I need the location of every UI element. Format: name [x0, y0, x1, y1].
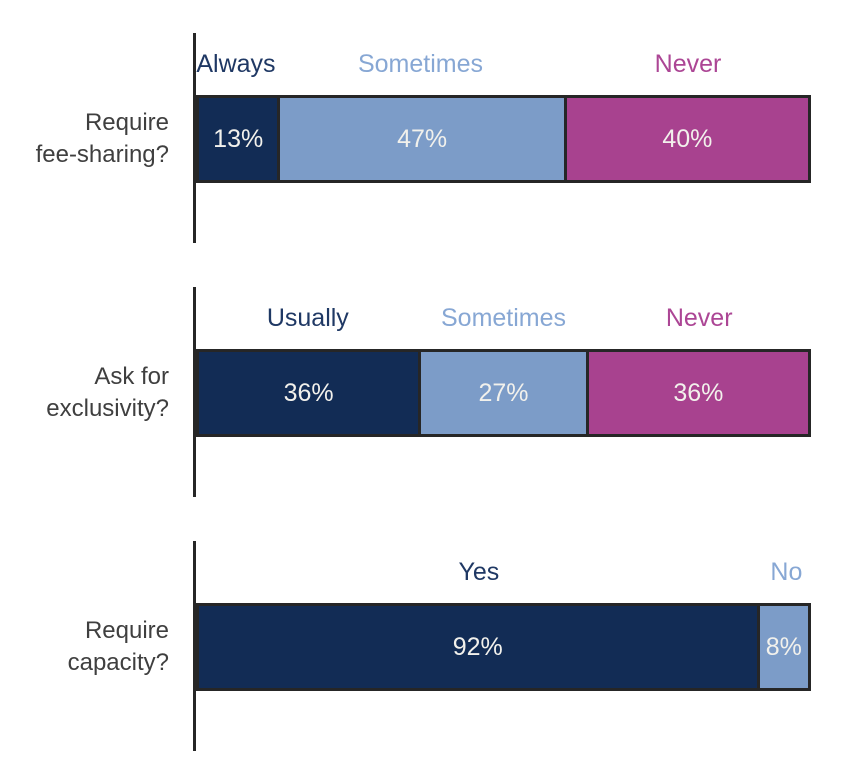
- row-title: Require capacity?: [0, 603, 169, 691]
- bar-segment-yes: 92%: [199, 606, 757, 688]
- bar-segment-always: 13%: [199, 98, 278, 180]
- category-label-cell: Yes: [196, 558, 762, 587]
- category-label-usually: Usually: [266, 303, 349, 332]
- row-title-line: Require: [84, 109, 169, 136]
- row-title-line: Ask for: [94, 363, 169, 390]
- row-title: Ask for exclusivity?: [0, 349, 169, 437]
- row-title-line: Require: [84, 617, 169, 644]
- segment-value-label: 92%: [452, 632, 503, 661]
- stacked-bar: 36% 27% 36%: [196, 349, 811, 437]
- category-label-always: Always: [196, 49, 276, 78]
- bar-segment-no: 8%: [756, 606, 808, 688]
- row-title: Require fee-sharing?: [0, 95, 169, 183]
- axis-tail-spacer: [196, 691, 811, 751]
- plot-area: Usually Sometimes Never 36% 27% 36%: [193, 287, 811, 497]
- category-label-row: Usually Sometimes Never: [196, 287, 811, 349]
- bar-segment-never: 40%: [563, 98, 808, 180]
- row-title-line: exclusivity?: [46, 395, 169, 422]
- bar-segment-never: 36%: [585, 352, 808, 434]
- row-title-line: fee-sharing?: [35, 141, 169, 168]
- chart-fee-sharing: Require fee-sharing? Always Sometimes Never 1…: [0, 33, 844, 243]
- bar-segment-usually: 36%: [199, 352, 419, 434]
- segment-value-label: 40%: [662, 124, 713, 153]
- category-label-cell: Sometimes: [420, 304, 588, 333]
- row-title-column: Require fee-sharing?: [0, 33, 193, 243]
- category-label-cell: Sometimes: [276, 50, 565, 79]
- segment-value-label: 13%: [213, 124, 264, 153]
- bar-segment-sometimes: 27%: [418, 352, 586, 434]
- y-axis-line: [193, 33, 196, 243]
- y-axis-line: [193, 287, 196, 497]
- category-label-cell: Never: [587, 304, 811, 333]
- bar-segment-sometimes: 47%: [277, 98, 564, 180]
- segment-value-label: 27%: [478, 378, 529, 407]
- axis-tail-spacer: [196, 437, 811, 497]
- segment-value-label: 36%: [283, 378, 334, 407]
- stacked-bar: 92% 8%: [196, 603, 811, 691]
- row-title-column: Ask for exclusivity?: [0, 287, 193, 497]
- category-label-row: Always Sometimes Never: [196, 33, 811, 95]
- row-title-line: capacity?: [67, 649, 169, 676]
- chart-exclusivity: Ask for exclusivity? Usually Sometimes Never…: [0, 287, 844, 497]
- category-label-sometimes: Sometimes: [357, 49, 483, 78]
- y-axis-line: [193, 541, 196, 751]
- category-label-never: Never: [665, 303, 733, 332]
- category-label-cell: No: [762, 558, 811, 587]
- category-label-sometimes: Sometimes: [440, 303, 567, 332]
- category-label-cell: Always: [196, 50, 276, 79]
- category-label-cell: Never: [565, 50, 811, 79]
- segment-value-label: 47%: [397, 124, 448, 153]
- category-label-never: Never: [654, 49, 722, 78]
- chart-capacity: Require capacity? Yes No 92% 8%: [0, 541, 844, 751]
- plot-area: Always Sometimes Never 13% 47% 40%: [193, 33, 811, 243]
- category-label-yes: Yes: [458, 557, 500, 586]
- axis-tail-spacer: [196, 183, 811, 243]
- stacked-bar: 13% 47% 40%: [196, 95, 811, 183]
- plot-area: Yes No 92% 8%: [193, 541, 811, 751]
- category-label-cell: Usually: [196, 304, 420, 333]
- category-label-row: Yes No: [196, 541, 811, 603]
- segment-value-label: 8%: [765, 632, 802, 661]
- segment-value-label: 36%: [673, 378, 724, 407]
- category-label-no: No: [770, 557, 803, 586]
- row-title-column: Require capacity?: [0, 541, 193, 751]
